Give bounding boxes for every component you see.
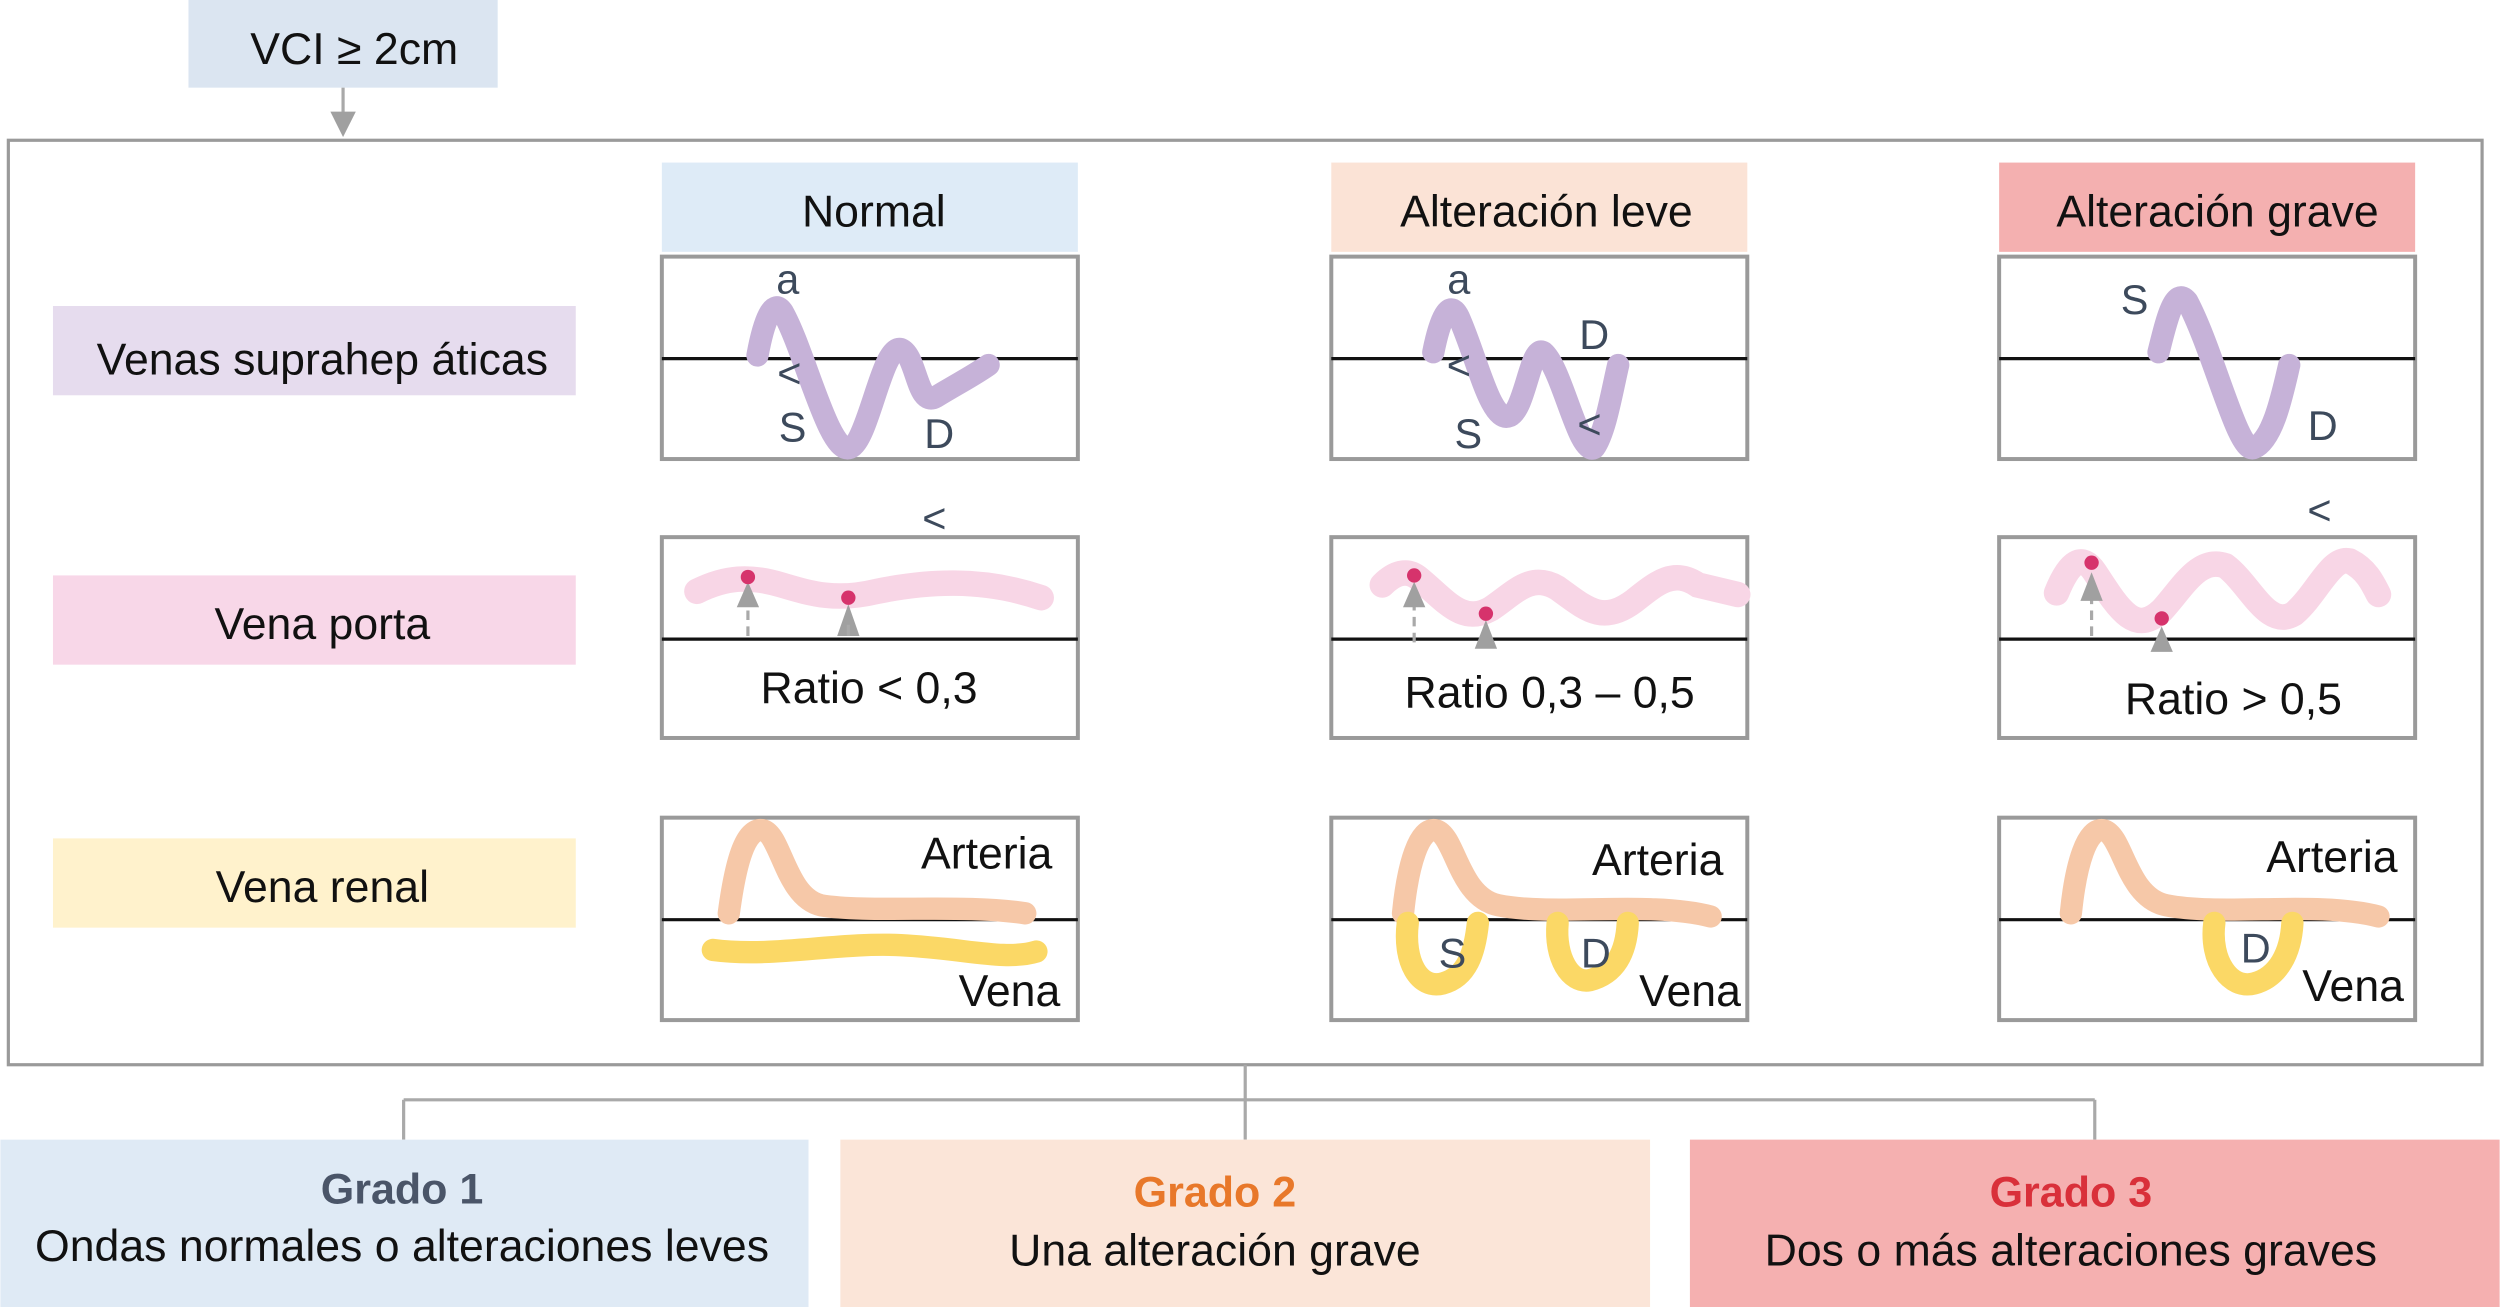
hepatic-waveform <box>746 296 1000 460</box>
svg-text:Vena: Vena <box>1639 967 1741 1016</box>
condition-text: VCI ≥ 2cm <box>250 25 458 74</box>
grade-3-box: Grado 3 Dos o más alteraciones graves <box>1689 1139 2500 1307</box>
renal-leve-panel: S D Arteria Vena <box>1329 815 1750 1023</box>
portal-leve-panel: Ratio 0,3 – 0,5 <box>1329 535 1751 740</box>
svg-text:Vena porta: Vena porta <box>214 600 430 649</box>
svg-text:D: D <box>924 410 954 457</box>
svg-text:<: < <box>777 349 801 396</box>
svg-text:D: D <box>2241 925 2271 972</box>
vein-waveform-d <box>2202 911 2304 996</box>
svg-text:Grado 3: Grado 3 <box>1990 1169 2153 1217</box>
row-label-venas-suprahepaticas: Venas suprahep áticas <box>52 306 576 396</box>
svg-text:Venas suprahep áticas: Venas suprahep áticas <box>97 336 548 385</box>
vein-waveform-d <box>1546 911 1639 992</box>
row-label-vena-porta: Vena porta <box>52 575 576 665</box>
ratio-text: Ratio < 0,3 <box>761 664 978 713</box>
ratio-text: Ratio > 0,5 <box>2125 675 2342 724</box>
svg-text:Grado 2: Grado 2 <box>1134 1169 1297 1217</box>
svg-text:D: D <box>1579 311 1609 358</box>
svg-text:Normal: Normal <box>802 187 946 236</box>
renal-grave-panel: D Arteria Vena <box>1997 815 2418 1023</box>
svg-text:Vena: Vena <box>959 967 1061 1016</box>
svg-text:D: D <box>2308 402 2338 449</box>
grade-2-box: Grado 2 Una alteración grave <box>840 1139 1651 1307</box>
svg-text:S: S <box>1439 929 1467 976</box>
column-header-alteracion-grave: Alteración grave <box>1999 162 2416 252</box>
ratio-text: Ratio 0,3 – 0,5 <box>1405 669 1695 718</box>
svg-text:Vena: Vena <box>2302 962 2404 1011</box>
portal-normal-panel: Ratio < 0,3 <box>659 535 1080 740</box>
svg-text:Arteria: Arteria <box>921 830 1053 879</box>
svg-text:<: < <box>1447 341 1471 388</box>
portal-grave-panel: Ratio > 0,5 <box>1997 535 2418 740</box>
artery-waveform <box>1391 819 1722 928</box>
svg-text:Alteración leve: Alteración leve <box>1400 187 1693 236</box>
svg-text:Una alteración grave: Una alteración grave <box>1009 1227 1421 1276</box>
svg-text:Grado 1: Grado 1 <box>321 1165 484 1213</box>
vein-waveform-s <box>1395 911 1490 996</box>
svg-text:D: D <box>1581 929 1611 976</box>
svg-text:Dos o más alteraciones graves: Dos o más alteraciones graves <box>1765 1227 2377 1276</box>
column-header-normal: Normal <box>661 162 1078 252</box>
row-label-vena-renal: Vena renal <box>52 838 576 928</box>
artery-waveform <box>2059 819 2390 928</box>
svg-text:Ondas normales o alteraciones: Ondas normales o alteraciones leves <box>35 1222 769 1271</box>
portal-waveform <box>2043 548 2392 634</box>
hepatic-waveform <box>1422 298 1630 460</box>
svg-text:a: a <box>776 255 800 302</box>
vein-waveform <box>701 933 1048 967</box>
hepatic-leve-panel: a D < S < <box>1329 254 1750 462</box>
hepatic-normal-panel: a < S D <box>659 254 1080 462</box>
grade-1-box: Grado 1 Ondas normales o alteraciones le… <box>0 1139 809 1307</box>
svg-text:<: < <box>1577 400 1601 447</box>
svg-text:a: a <box>1447 255 1471 302</box>
column-header-alteracion-leve: Alteración leve <box>1331 162 1748 252</box>
svg-text:S: S <box>779 404 807 451</box>
artery-waveform <box>717 819 1037 925</box>
svg-text:Arteria: Arteria <box>2266 833 2398 882</box>
svg-text:Alteración grave: Alteración grave <box>2056 187 2378 236</box>
condition-box: VCI ≥ 2cm <box>188 0 498 88</box>
hepatic-waveform <box>2147 286 2301 460</box>
renal-normal-panel: Arteria Vena <box>659 815 1080 1023</box>
svg-text:Vena renal: Vena renal <box>216 863 429 912</box>
svg-text:<: < <box>2307 486 2331 533</box>
svg-text:S: S <box>2121 276 2149 323</box>
grade-connectors <box>402 1064 2097 1140</box>
svg-text:S: S <box>1455 410 1483 457</box>
hepatic-grave-panel: S D <box>1997 254 2418 462</box>
svg-text:<: < <box>922 494 946 541</box>
svg-text:Arteria: Arteria <box>1592 836 1724 885</box>
